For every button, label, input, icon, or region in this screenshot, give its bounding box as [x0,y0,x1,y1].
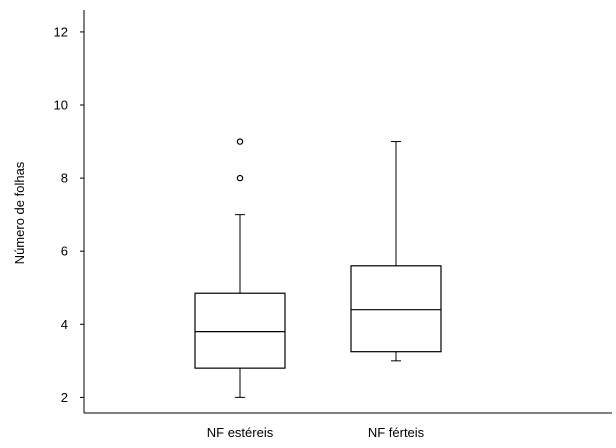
box-iqr [194,292,286,369]
axes: 2 4 6 8 10 12 NF estéreis NF férteis [54,10,612,440]
y-tick-label: 4 [61,317,68,332]
box-iqr [350,265,442,353]
box-group [350,141,442,362]
box-group [194,138,286,398]
y-axis-label: Número de folhas [12,161,27,264]
y-tick-label: 12 [54,24,68,39]
outlier-point [236,174,244,182]
x-category-label: NF férteis [368,425,425,440]
y-tick-label: 2 [61,390,68,405]
y-tick-label: 10 [54,98,68,113]
boxes [194,138,442,398]
outlier-point [236,138,244,145]
y-tick-label: 6 [61,244,68,259]
y-tick-label: 8 [61,171,68,186]
x-category-label: NF estéreis [207,425,274,440]
